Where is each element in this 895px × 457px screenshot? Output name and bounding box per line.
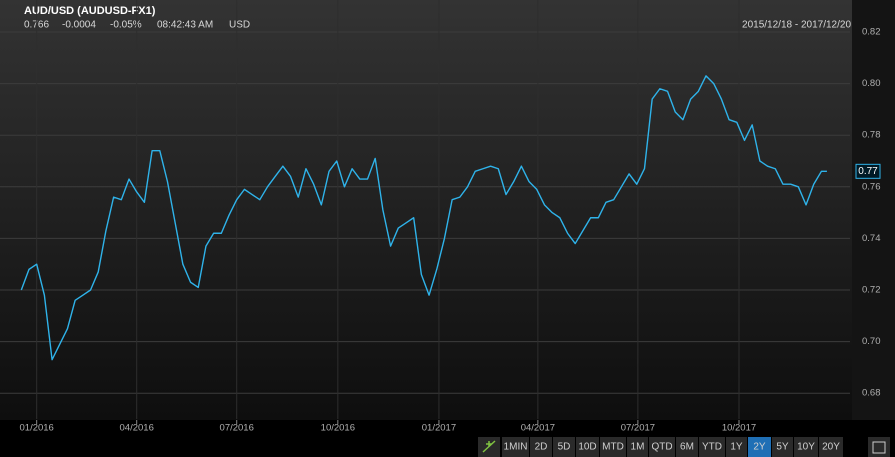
- range-button[interactable]: [772, 437, 793, 457]
- range-button[interactable]: [502, 437, 529, 457]
- range-button[interactable]: [627, 437, 648, 457]
- y-tick-label: 0.74: [862, 233, 881, 244]
- x-tick-label: 07/2016: [220, 423, 254, 434]
- axis-area: [852, 0, 895, 420]
- x-tick-label: 01/2016: [20, 423, 54, 434]
- y-tick-label: 0.70: [862, 336, 881, 347]
- range-button-label[interactable]: 5Y: [776, 442, 789, 453]
- range-button-label[interactable]: 20Y: [822, 442, 840, 453]
- calendar-button[interactable]: [868, 437, 890, 457]
- range-button[interactable]: [576, 437, 599, 457]
- range-button-label[interactable]: 6M: [680, 442, 694, 453]
- currency: USD: [229, 20, 250, 31]
- last-price-tag: [855, 163, 881, 179]
- x-tick-label: 10/2017: [722, 423, 756, 434]
- draw-tool-icon: [482, 440, 496, 453]
- range-button[interactable]: [748, 437, 771, 457]
- change-pct: -0.05%: [110, 20, 142, 31]
- range-button-label[interactable]: 2Y: [753, 442, 766, 453]
- range-button[interactable]: [530, 437, 552, 457]
- range-button-label[interactable]: MTD: [602, 442, 624, 453]
- range-button[interactable]: [699, 437, 725, 457]
- range-button-label[interactable]: 1MIN: [504, 442, 528, 453]
- range-button[interactable]: [600, 437, 626, 457]
- y-tick-label: 0.80: [862, 78, 881, 89]
- time: 08:42:43 AM: [157, 20, 213, 31]
- y-tick-label: 0.72: [862, 285, 881, 296]
- range-button[interactable]: [649, 437, 675, 457]
- y-tick-label: 0.68: [862, 388, 881, 399]
- range-button-label[interactable]: QTD: [651, 442, 672, 453]
- range-button-label[interactable]: 10D: [578, 442, 596, 453]
- range-button-label[interactable]: 5D: [558, 442, 571, 453]
- y-tick-label: 0.76: [862, 181, 881, 192]
- chart-title: AUD/USD (AUDUSD-FX1): [24, 5, 156, 17]
- range-button[interactable]: [676, 437, 698, 457]
- range-button[interactable]: [553, 437, 575, 457]
- range-button-label[interactable]: 2D: [535, 442, 548, 453]
- range-button-label[interactable]: YTD: [702, 442, 722, 453]
- calendar-icon: [872, 441, 886, 454]
- plot-area: [0, 0, 852, 420]
- last-price-tag-label: 0.77: [858, 166, 878, 177]
- range-button-label[interactable]: 10Y: [797, 442, 815, 453]
- x-tick-label: 07/2017: [621, 423, 655, 434]
- x-tick-label: 10/2016: [321, 423, 355, 434]
- x-tick-label: 04/2016: [120, 423, 154, 434]
- range-button[interactable]: [794, 437, 818, 457]
- x-tick-label: 01/2017: [422, 423, 456, 434]
- date-range: 2015/12/18 - 2017/12/20: [742, 20, 851, 31]
- range-button[interactable]: [726, 437, 747, 457]
- change: -0.0004: [62, 20, 96, 31]
- y-tick-label: 0.78: [862, 130, 881, 141]
- range-button-label[interactable]: 1Y: [730, 442, 743, 453]
- range-button[interactable]: [819, 437, 843, 457]
- range-button-label[interactable]: 1M: [631, 442, 645, 453]
- price-line: [20, 75, 827, 361]
- y-tick-label: 0.82: [862, 27, 881, 38]
- x-tick-label: 04/2017: [521, 423, 555, 434]
